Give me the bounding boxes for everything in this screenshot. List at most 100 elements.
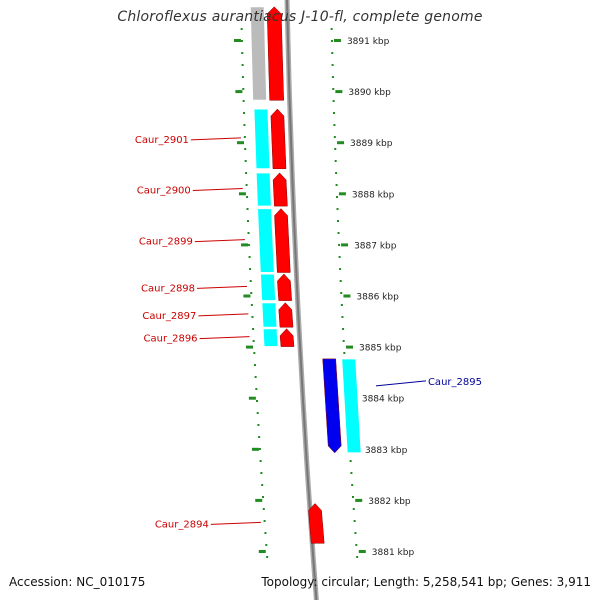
leader-line-Caur_2897 xyxy=(198,313,249,317)
guide-dot xyxy=(356,556,359,558)
guide-dot xyxy=(354,532,357,534)
leader-line-Caur_2895 xyxy=(375,380,427,387)
leader-line-Caur_2900 xyxy=(192,187,243,191)
guide-dot xyxy=(342,328,345,330)
guide-dot xyxy=(243,124,246,126)
guide-dot xyxy=(240,40,243,42)
cds-band-Caur_2895 xyxy=(341,358,362,454)
gene-label-Caur_2898: Caur_2898 xyxy=(141,283,195,294)
gene-arrow-Caur_2899 xyxy=(274,208,291,273)
scale-tick xyxy=(341,243,349,247)
scale-label: 3881 kbp xyxy=(372,548,415,558)
guide-dot xyxy=(245,172,248,174)
leader-line-Caur_2901 xyxy=(190,137,241,141)
leader-line-Caur_2899 xyxy=(194,239,245,243)
gene-label-Caur_2900: Caur_2900 xyxy=(137,185,191,196)
cds-band-Caur_2900 xyxy=(255,172,272,207)
gene-label-Caur_2901: Caur_2901 xyxy=(135,135,189,146)
scale-tick-left xyxy=(255,498,263,502)
leader-line-Caur_2896 xyxy=(199,336,250,340)
scale-tick xyxy=(355,498,363,502)
gene-arrow-Caur_2901 xyxy=(270,108,287,170)
gene-arrow-Caur_2900 xyxy=(272,172,288,207)
guide-dot xyxy=(337,232,340,234)
guide-dot xyxy=(351,484,354,486)
guide-dot xyxy=(243,136,246,138)
guide-dot xyxy=(350,472,353,474)
guide-dot xyxy=(330,28,333,30)
scale-tick-left xyxy=(258,550,266,553)
guide-dot xyxy=(258,448,261,450)
guide-dot xyxy=(331,64,334,66)
guide-dot xyxy=(336,196,339,198)
cds-band-Caur_2901 xyxy=(253,108,271,170)
cds-band-Caur_2896 xyxy=(262,328,279,348)
gene-arrow-Caur_2898 xyxy=(277,273,292,301)
guide-dot xyxy=(257,424,260,426)
guide-dot xyxy=(247,220,250,222)
scale-label: 3891 kbp xyxy=(347,37,390,47)
guide-dot xyxy=(340,304,343,306)
scale-tick xyxy=(333,39,341,42)
guide-dot xyxy=(337,220,340,222)
gene-arrow-Caur_2897 xyxy=(278,302,294,328)
guide-dot xyxy=(264,532,267,534)
guide-dot xyxy=(339,280,342,282)
guide-dot xyxy=(245,184,248,186)
upstream-feature xyxy=(249,6,268,101)
guide-dot xyxy=(256,412,259,414)
guide-dot xyxy=(335,172,338,174)
guide-dot xyxy=(250,292,253,294)
guide-dot xyxy=(335,184,338,186)
guide-dot xyxy=(331,76,334,78)
guide-dot xyxy=(242,100,245,102)
scale-tick xyxy=(358,550,366,553)
scale-label: 3883 kbp xyxy=(365,446,408,456)
guide-dot xyxy=(340,292,343,294)
scale-label: 3885 kbp xyxy=(359,344,402,354)
scale-tick-left xyxy=(233,39,241,42)
guide-dot xyxy=(250,304,253,306)
guide-dot xyxy=(241,52,244,54)
scale-label: 3884 kbp xyxy=(362,395,405,405)
guide-dot xyxy=(334,160,337,162)
guide-dot xyxy=(336,208,339,210)
scale-label: 3889 kbp xyxy=(350,139,393,149)
guide-dot xyxy=(255,388,258,390)
guide-dot xyxy=(253,364,256,366)
scale-tick-left xyxy=(243,294,251,298)
gene-label-Caur_2899: Caur_2899 xyxy=(139,237,193,248)
guide-dot xyxy=(246,196,249,198)
guide-dot xyxy=(254,376,257,378)
guide-dot xyxy=(353,520,356,522)
guide-dot xyxy=(342,340,345,342)
guide-dot xyxy=(331,52,334,54)
guide-dot xyxy=(266,556,269,558)
scale-tick-left xyxy=(251,447,259,451)
right-guide-line xyxy=(330,28,359,558)
guide-dot xyxy=(351,496,354,498)
guide-dot xyxy=(256,400,258,402)
guide-dot xyxy=(333,136,336,138)
guide-dot xyxy=(253,352,256,354)
guide-dot xyxy=(241,64,244,66)
scale-label: 3886 kbp xyxy=(356,293,399,303)
scale-tick-left xyxy=(248,396,256,400)
scale-tick-left xyxy=(238,192,246,196)
gene-label-Caur_2895: Caur_2895 xyxy=(428,377,482,388)
guide-dot xyxy=(242,88,245,90)
guide-dot xyxy=(260,472,263,474)
guide-dot xyxy=(243,112,246,114)
genome-title: Chloroflexus aurantiacus J-10-fl, comple… xyxy=(117,9,483,25)
guide-dot xyxy=(262,508,265,510)
guide-dot xyxy=(341,316,344,318)
scale-tick-left xyxy=(237,141,245,145)
gene-arrow-Caur_2894 xyxy=(308,503,325,544)
guide-dot xyxy=(259,460,262,462)
guide-dot xyxy=(333,112,336,114)
scale-label: 3888 kbp xyxy=(352,190,395,200)
guide-dot xyxy=(261,484,264,486)
guide-dot xyxy=(355,544,358,546)
guide-dot xyxy=(338,256,341,258)
